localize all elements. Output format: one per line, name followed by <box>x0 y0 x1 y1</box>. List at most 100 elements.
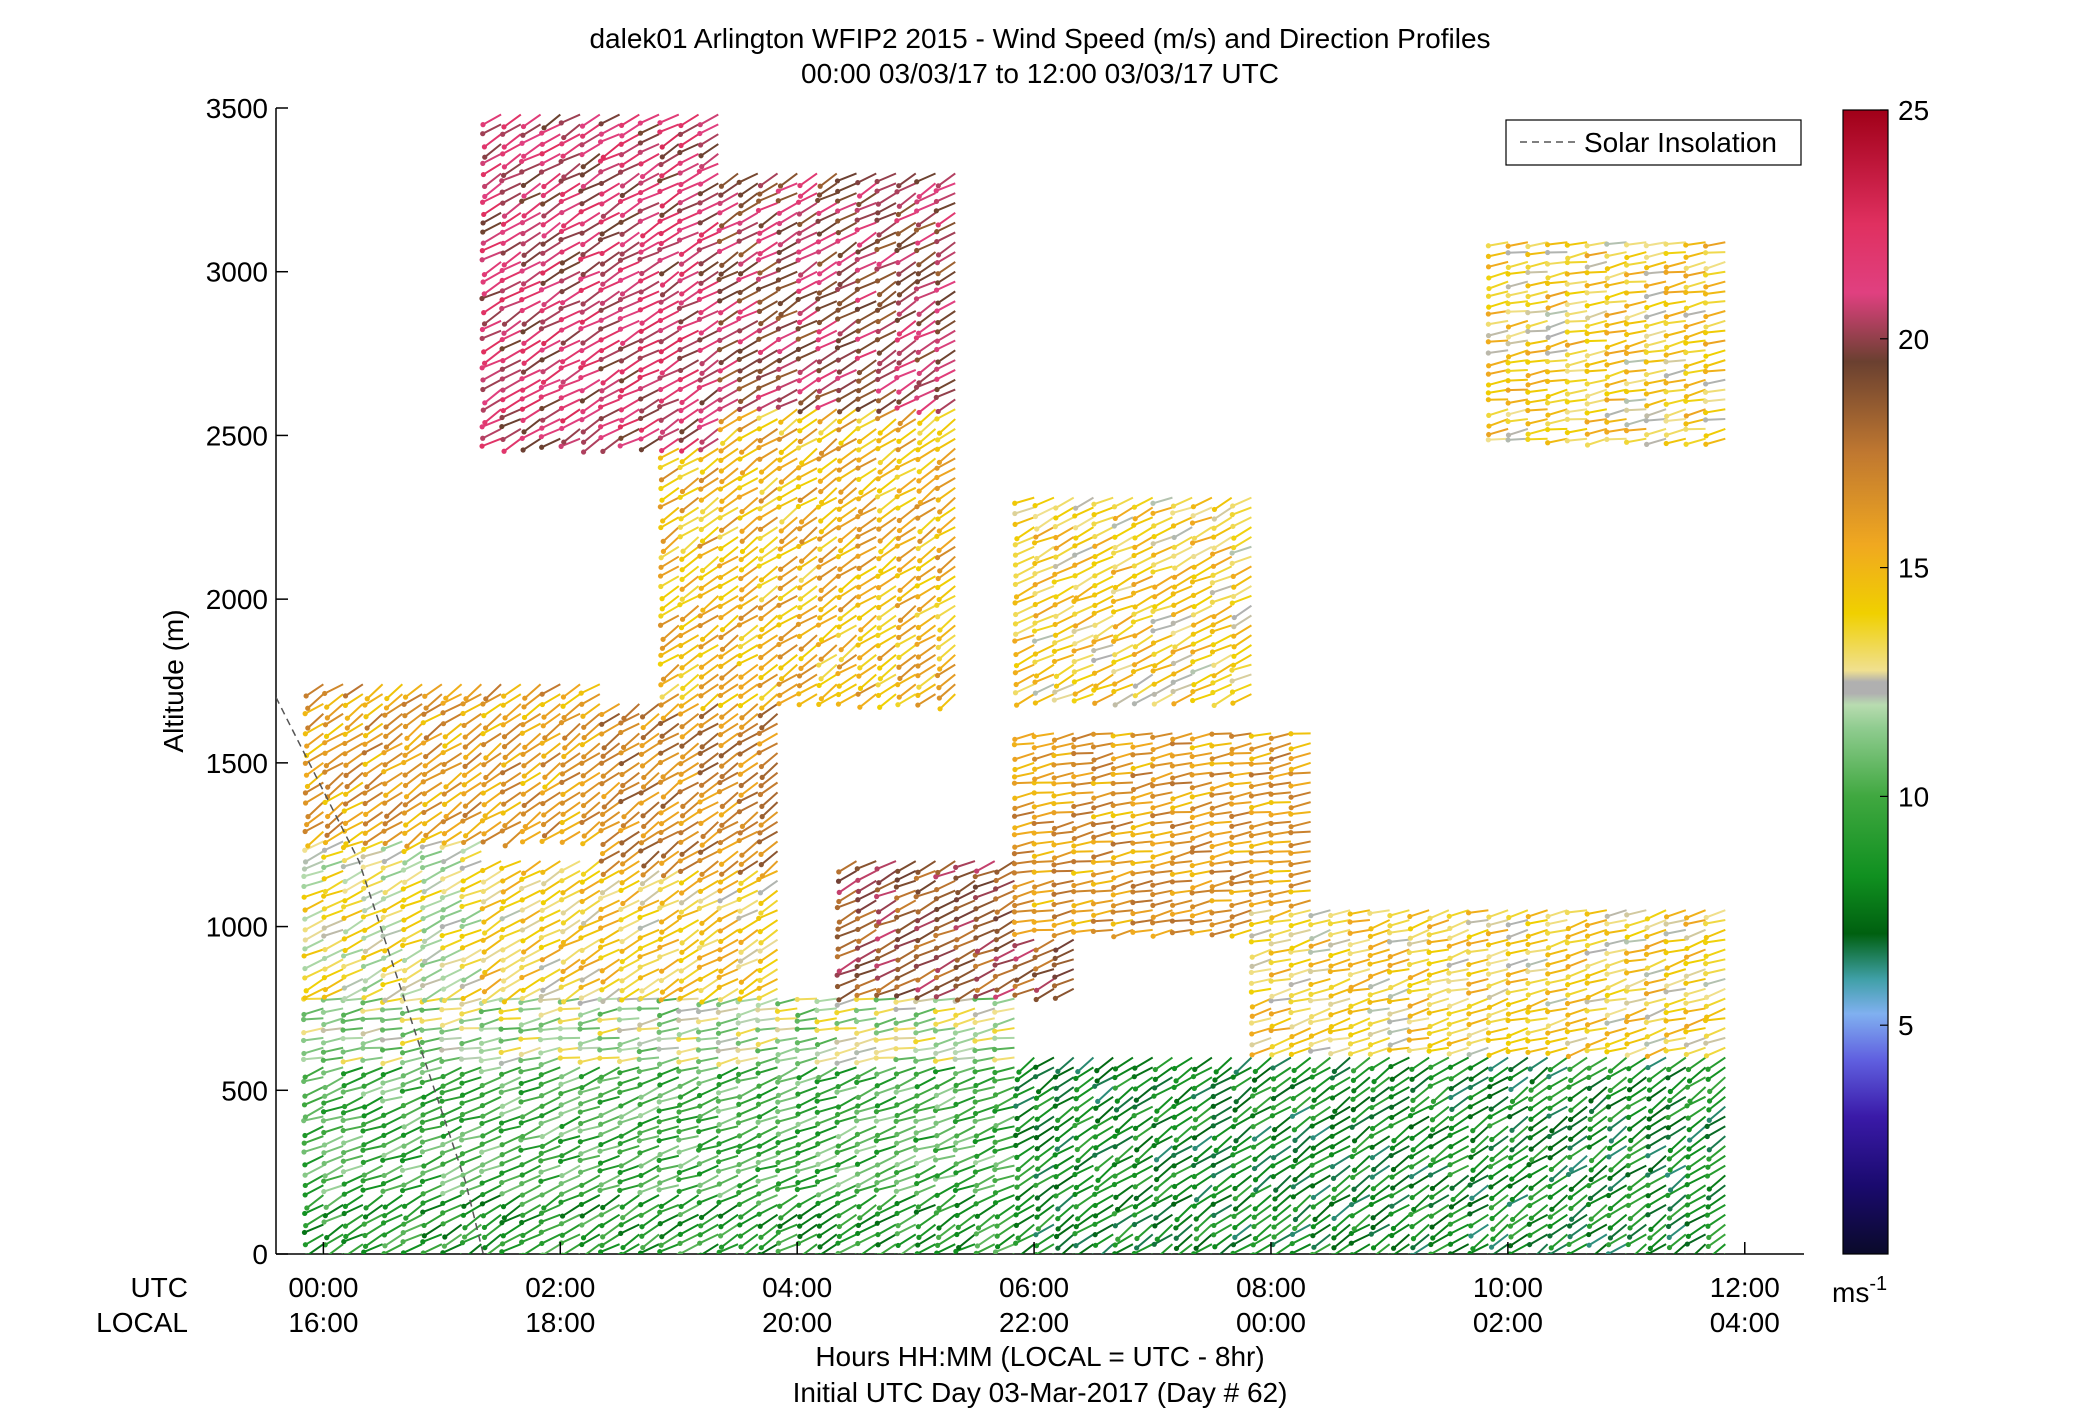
wind-barb-dot <box>380 914 386 920</box>
wind-barb <box>1590 1155 1608 1171</box>
wind-barb <box>1430 1243 1450 1254</box>
wind-barb-dot <box>480 957 486 963</box>
wind-barb <box>1232 1164 1252 1177</box>
wind-barb <box>442 1213 463 1225</box>
wind-barb <box>520 1027 541 1032</box>
wind-barb-dot <box>578 1120 584 1127</box>
wind-barb-dot <box>1310 1145 1316 1151</box>
wind-barb-dot <box>323 733 330 739</box>
wind-barb <box>797 1046 818 1052</box>
wind-barb-dot <box>483 755 489 761</box>
wind-barb-dot <box>399 1187 406 1194</box>
wind-barb <box>658 1164 680 1171</box>
wind-barb <box>1669 1076 1687 1093</box>
wind-barb <box>837 1105 857 1116</box>
wind-barb <box>1472 1155 1490 1171</box>
wind-barb <box>363 1243 384 1253</box>
wind-barb-dot <box>1034 1116 1040 1122</box>
wind-barb-dot <box>1312 1216 1318 1222</box>
wind-barb-dot <box>1567 1223 1573 1229</box>
wind-barb-dot <box>1625 1104 1631 1110</box>
wind-barb-dot <box>538 993 544 1000</box>
wind-barb-dot <box>815 1092 821 1098</box>
wind-barb <box>583 821 601 837</box>
wind-barb-dot <box>913 1058 919 1064</box>
wind-barb <box>619 1056 640 1063</box>
wind-barb <box>1648 1076 1667 1091</box>
wind-barb <box>402 1027 423 1036</box>
wind-barb-dot <box>539 926 545 932</box>
wind-barb-dot <box>895 1223 901 1229</box>
wind-barb-dot <box>441 840 447 846</box>
wind-barb-dot <box>1410 1236 1417 1242</box>
wind-barb <box>620 899 640 911</box>
wind-barb <box>895 1086 917 1094</box>
wind-barb-dot <box>1272 1215 1278 1221</box>
wind-barb-dot <box>1016 1266 1021 1271</box>
wind-barb <box>1667 1164 1687 1176</box>
wind-barb <box>501 1164 522 1175</box>
wind-barb <box>1489 1086 1509 1098</box>
wind-barb <box>442 1194 463 1205</box>
wind-barb-dot <box>1467 1114 1473 1120</box>
wind-barb <box>1650 1213 1667 1231</box>
wind-barb-dot <box>362 761 368 767</box>
wind-barb-dot <box>362 702 368 708</box>
wind-barb <box>937 1233 956 1247</box>
wind-barb <box>345 791 364 805</box>
wind-barb-dot <box>1645 1153 1651 1159</box>
wind-barb <box>582 948 601 963</box>
wind-barb-dot <box>660 873 667 879</box>
wind-barb-dot <box>696 1161 703 1167</box>
wind-barb <box>1154 1066 1174 1081</box>
wind-barb-dot <box>380 846 386 852</box>
wind-barb-dot <box>815 1192 822 1198</box>
wind-barb-dot <box>1094 1185 1100 1191</box>
wind-barb <box>896 1066 917 1075</box>
wind-barb <box>1608 1233 1628 1246</box>
wind-barb <box>540 1027 561 1032</box>
wind-barb <box>836 1046 857 1055</box>
wind-barb-dot <box>797 1223 803 1229</box>
wind-barb <box>1015 1095 1035 1108</box>
wind-barb-dot <box>1548 1176 1555 1183</box>
wind-barb <box>1175 1066 1193 1082</box>
wind-barb <box>1174 1115 1193 1129</box>
wind-barb-dot <box>422 821 428 827</box>
wind-barb-dot <box>1271 1135 1277 1141</box>
wind-barb-dot <box>483 696 489 702</box>
wind-barb-dot <box>379 1007 386 1013</box>
wind-barb <box>422 938 443 948</box>
wind-barb <box>1154 1076 1173 1089</box>
wind-barb-dot <box>519 876 525 882</box>
wind-barb <box>600 938 620 949</box>
wind-barb <box>1707 1154 1726 1169</box>
wind-barb <box>341 1253 344 1254</box>
wind-barb <box>718 1076 739 1086</box>
wind-barb <box>640 791 660 804</box>
wind-barb-dot <box>538 1210 545 1216</box>
wind-barb-dot <box>735 1120 742 1126</box>
wind-barb <box>323 919 344 929</box>
wind-barb-dot <box>1585 1201 1592 1208</box>
wind-barb-dot <box>1370 1194 1376 1201</box>
wind-barb <box>1075 1066 1094 1080</box>
wind-barb <box>1234 1096 1253 1111</box>
wind-barb-dot <box>1546 1251 1552 1254</box>
wind-barb <box>1057 1056 1075 1073</box>
wind-barb <box>1708 1145 1726 1160</box>
wind-barb-dot <box>501 978 507 984</box>
wind-barb <box>1232 1243 1252 1254</box>
wind-barb-dot <box>659 497 665 503</box>
wind-barb <box>502 889 522 903</box>
wind-barb <box>1017 1194 1035 1209</box>
wind-barb <box>1391 1184 1410 1197</box>
wind-barb <box>600 1243 620 1253</box>
wind-barb <box>581 968 601 981</box>
wind-barb-dot <box>716 1181 722 1187</box>
wind-barb <box>1233 1076 1252 1090</box>
wind-barb <box>580 1095 601 1105</box>
wind-barb-dot <box>577 1128 583 1134</box>
wind-barb <box>641 870 660 885</box>
wind-barb <box>1234 1105 1253 1121</box>
